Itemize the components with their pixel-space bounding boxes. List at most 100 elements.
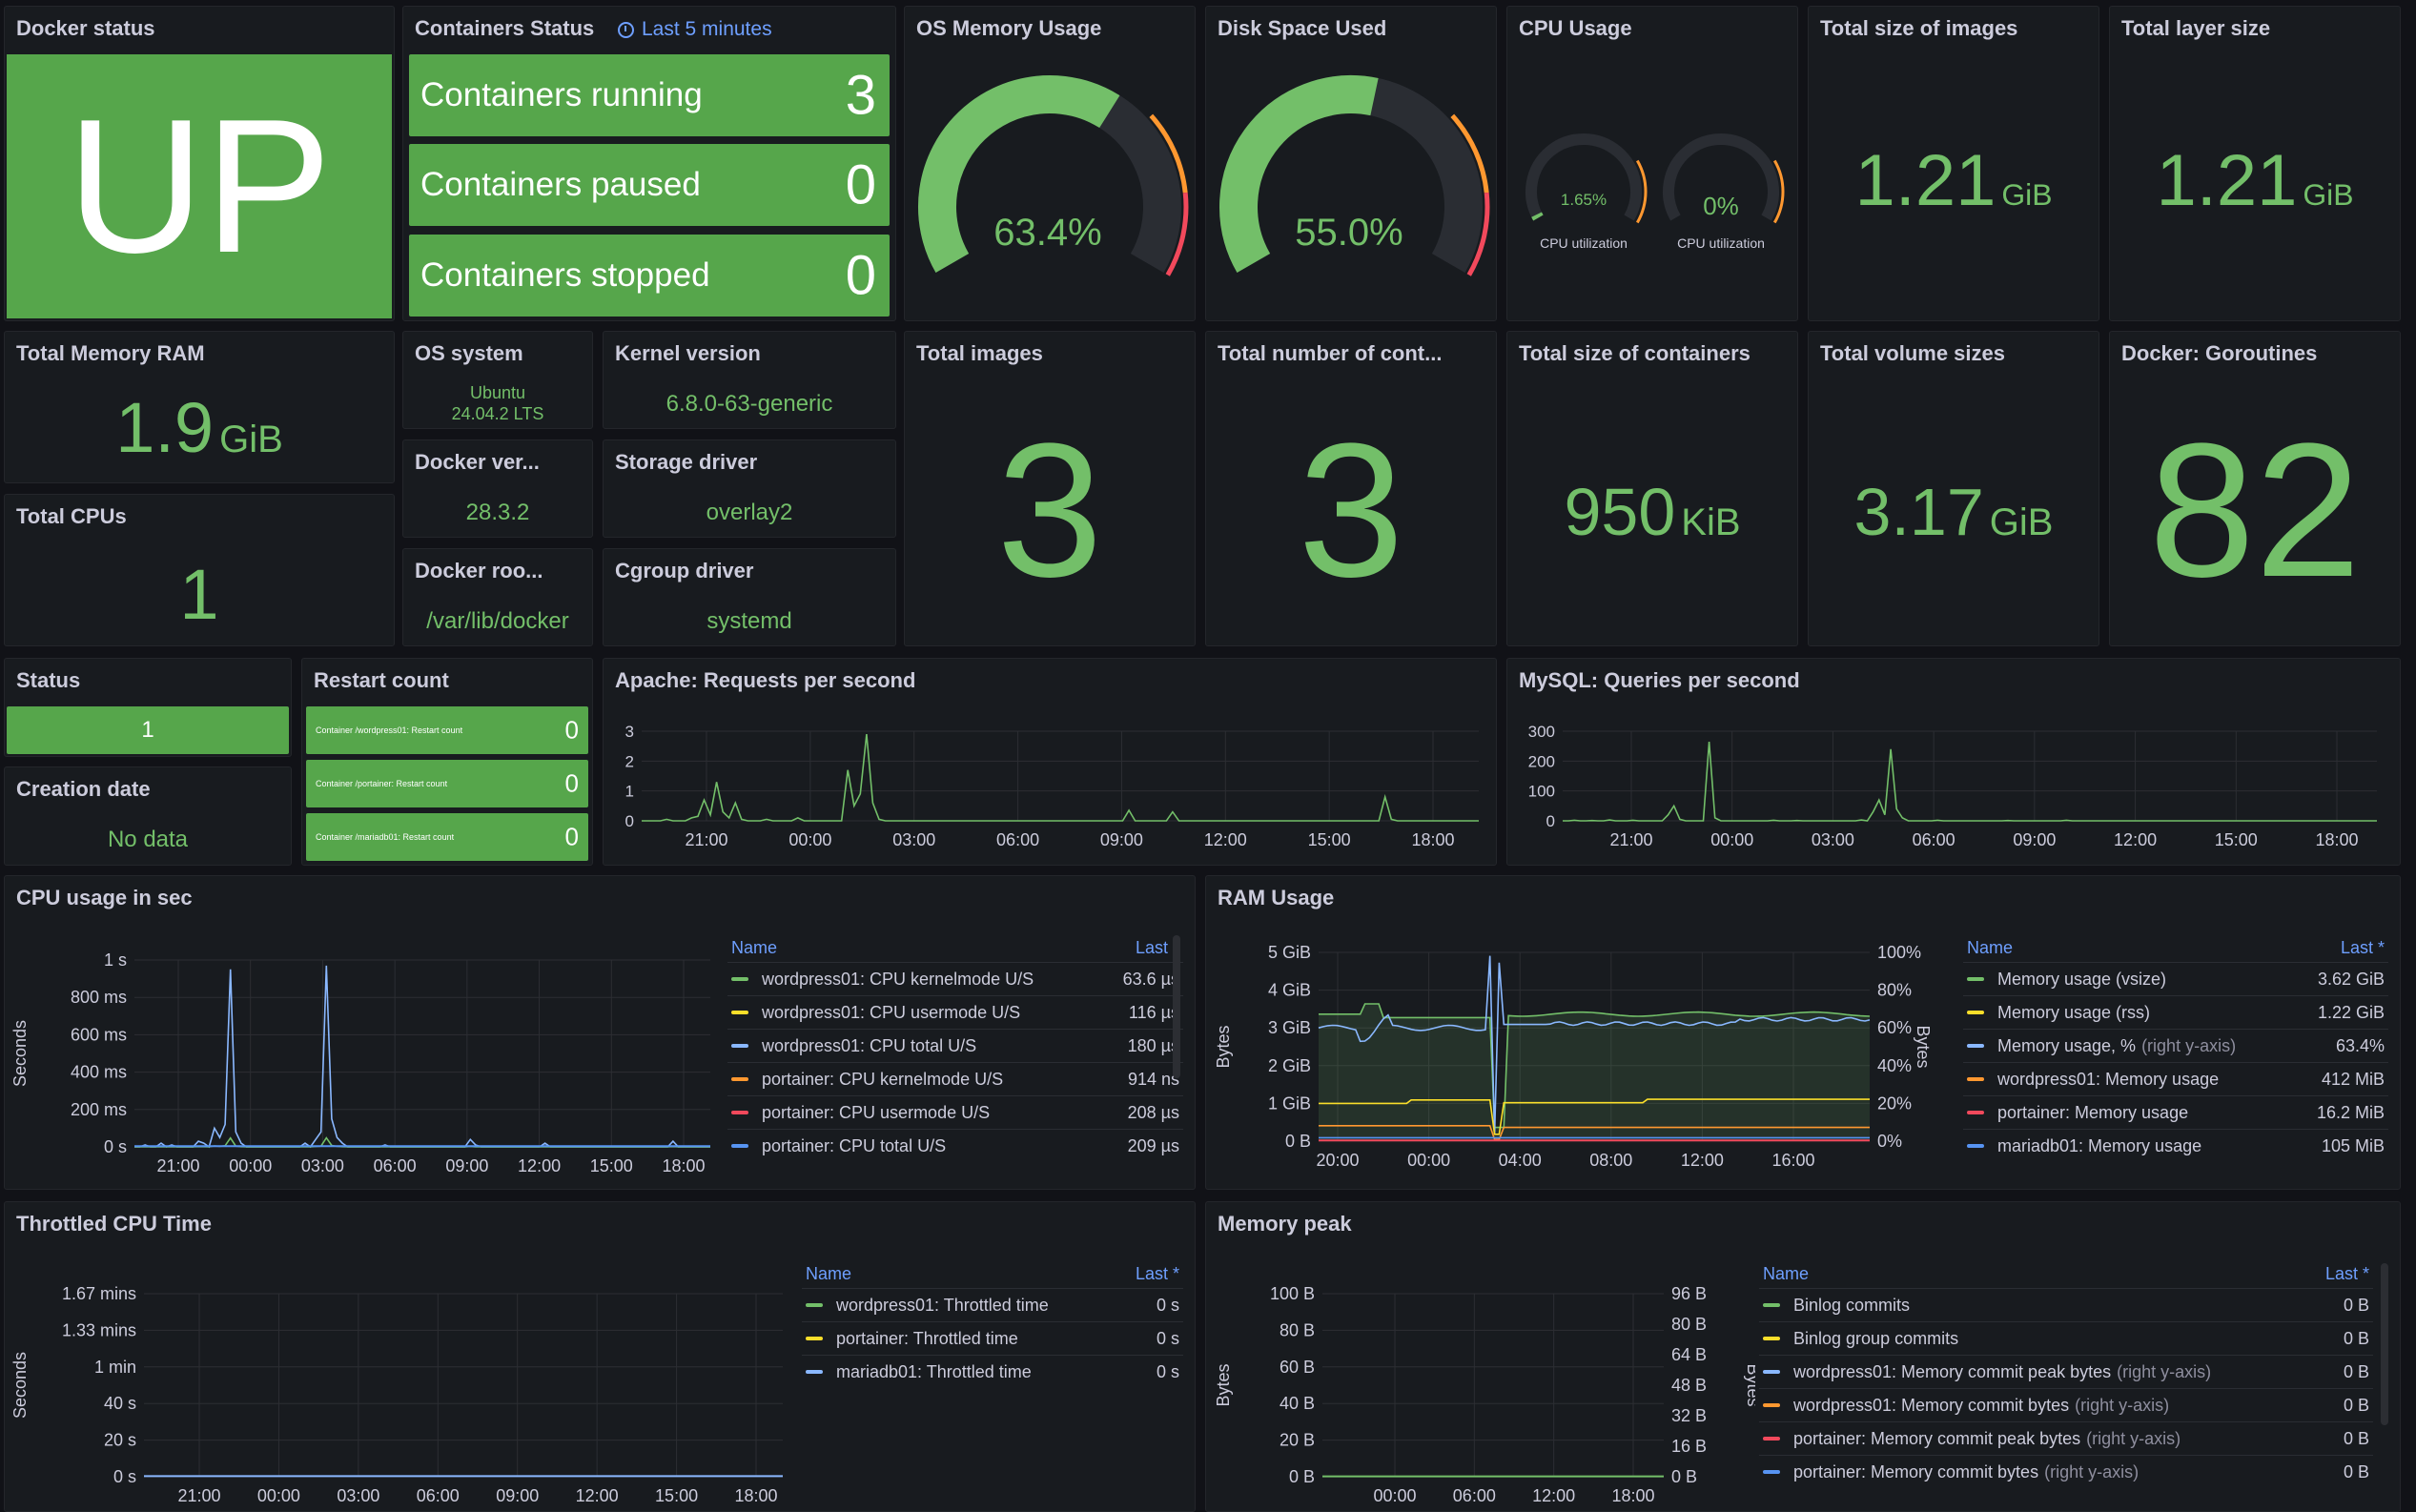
- panel-title[interactable]: Total CPUs: [16, 504, 127, 528]
- stat-value: 1: [179, 555, 219, 634]
- legend-header[interactable]: Name Last *: [1759, 1259, 2373, 1288]
- legend-last-header[interactable]: Last *: [1135, 1263, 1179, 1283]
- legend-last-value: 3.62 GiB: [2317, 969, 2385, 989]
- panel-title[interactable]: Status: [16, 668, 81, 692]
- gauge-threshold-red: [1165, 192, 1189, 276]
- legend-header[interactable]: Name Last *: [1963, 933, 2388, 962]
- panel-title[interactable]: Docker ver...: [415, 450, 540, 474]
- legend-row[interactable]: wordpress01: CPU total U/S 180 µs: [727, 1029, 1183, 1062]
- info-value: systemd: [706, 608, 792, 634]
- panel-title[interactable]: CPU usage in sec: [16, 886, 193, 909]
- legend-series-suffix: (right y-axis): [2141, 1035, 2237, 1055]
- panel-title[interactable]: MySQL: Queries per second: [1519, 668, 1800, 692]
- legend-last-value: 412 MiB: [2321, 1069, 2385, 1089]
- legend-name-header[interactable]: Name: [731, 937, 778, 957]
- panel-title[interactable]: Creation date: [16, 777, 151, 801]
- legend-series-name: Memory usage (vsize): [1997, 969, 2167, 989]
- panel-title[interactable]: Kernel version: [615, 341, 761, 365]
- legend-row[interactable]: portainer: CPU total U/S 209 µs: [727, 1129, 1183, 1162]
- restart-row-value: 0: [564, 768, 579, 798]
- legend-name-header[interactable]: Name: [806, 1263, 852, 1283]
- legend-row[interactable]: portainer: Memory commit bytes (right y-a…: [1759, 1455, 2373, 1488]
- panel-title[interactable]: Total volume sizes: [1820, 341, 2005, 365]
- mysql-chart[interactable]: 0 100 200 300 21:00 00:00 03:00 06:00 09:00 12:00…: [1507, 705, 2401, 866]
- y-right-tick-label: 64 B: [1671, 1345, 1707, 1364]
- legend-header[interactable]: Name Last *: [727, 933, 1183, 962]
- legend-series-name: portainer: CPU usermode U/S: [762, 1102, 991, 1122]
- panel-title[interactable]: Total Memory RAM: [16, 341, 205, 365]
- x-tick-label: 00:00: [1710, 830, 1753, 849]
- legend-row[interactable]: Binlog commits 0 B: [1759, 1288, 2373, 1321]
- legend-scrollbar[interactable]: [2381, 1263, 2388, 1425]
- panel-title[interactable]: Throttled CPU Time: [16, 1212, 212, 1236]
- memory-peak-chart[interactable]: 0 B 20 B 40 B 60 B 80 B 100 B 0 B 16 B 32 B 48 B 6…: [1206, 1240, 1755, 1512]
- legend-swatch: [1967, 1144, 1984, 1148]
- x-tick-label: 21:00: [156, 1156, 199, 1175]
- time-range-label[interactable]: Last 5 minutes: [618, 18, 772, 41]
- legend-series-name: portainer: Memory usage: [1997, 1102, 2189, 1122]
- panel-title[interactable]: Docker status: [16, 16, 155, 40]
- y-tick-label: 0 B: [1289, 1467, 1315, 1486]
- legend-row[interactable]: wordpress01: CPU kernelmode U/S 63.6 µs: [727, 962, 1183, 995]
- legend-row[interactable]: mariadb01: Memory usage 105 MiB: [1963, 1129, 2388, 1162]
- panel-title[interactable]: Total layer size: [2121, 16, 2271, 40]
- legend-last-header[interactable]: Last *: [2324, 1263, 2369, 1283]
- legend-row[interactable]: Memory usage (vsize) 3.62 GiB: [1963, 962, 2388, 995]
- panel-title[interactable]: Total size of containers: [1519, 341, 1751, 365]
- legend-last-value: 208 µs: [1127, 1102, 1179, 1122]
- legend-row[interactable]: wordpress01: CPU usermode U/S 116 µs: [727, 995, 1183, 1029]
- gauge-track: [1663, 133, 1779, 221]
- panel-title[interactable]: Memory peak: [1218, 1212, 1352, 1236]
- x-tick-label: 06:00: [417, 1486, 460, 1505]
- panel-title[interactable]: Total images: [916, 341, 1043, 365]
- legend-scrollbar[interactable]: [1173, 935, 1180, 1078]
- panel-title[interactable]: OS system: [415, 341, 523, 365]
- panel-title[interactable]: Containers Status: [415, 16, 595, 40]
- legend-last-value: 0 B: [2343, 1295, 2369, 1315]
- cgroup-driver-panel: Cgroup driver systemd: [603, 548, 896, 646]
- apache-chart[interactable]: 0 1 2 3 21:00 00:00 03:00 06:00 09:00 12:00 15:00 1…: [604, 705, 1497, 866]
- panel-title[interactable]: OS Memory Usage: [916, 16, 1102, 40]
- total-memory-panel: Total Memory RAM 1.9 GiB: [4, 331, 395, 483]
- legend-name-header[interactable]: Name: [1763, 1263, 1810, 1283]
- legend-row[interactable]: portainer: Memory usage 16.2 MiB: [1963, 1095, 2388, 1129]
- x-tick-label: 12:00: [1681, 1151, 1724, 1170]
- total-images-panel: Total images 3: [904, 331, 1196, 646]
- panel-title[interactable]: CPU Usage: [1519, 16, 1632, 40]
- stat-unit: GiB: [219, 419, 283, 460]
- legend-name-header[interactable]: Name: [1967, 937, 2014, 957]
- panel-title[interactable]: Cgroup driver: [615, 559, 754, 582]
- panel-title[interactable]: Total size of images: [1820, 16, 2018, 40]
- throttled-chart[interactable]: 0 s 20 s 40 s 1 min 1.33 mins 1.67 mins 21:00 0…: [5, 1240, 796, 1512]
- y-tick-label: 3 GiB: [1268, 1018, 1311, 1037]
- storage-driver-panel: Storage driver overlay2: [603, 439, 896, 538]
- legend-row[interactable]: wordpress01: Memory commit peak bytes (ri…: [1759, 1355, 2373, 1388]
- panel-title[interactable]: Apache: Requests per second: [615, 668, 916, 692]
- ram-chart[interactable]: 0 B 1 GiB 2 GiB 3 GiB 4 GiB 5 GiB 0% 20% 40% 60% 8…: [1206, 914, 1931, 1190]
- legend-header[interactable]: Name Last *: [802, 1259, 1183, 1288]
- gauge-threshold-orange: [1450, 113, 1489, 194]
- legend-row[interactable]: Memory usage, % (right y-axis) 63.4%: [1963, 1029, 2388, 1062]
- legend-row[interactable]: portainer: CPU usermode U/S 208 µs: [727, 1095, 1183, 1129]
- legend-row[interactable]: Binlog group commits 0 B: [1759, 1321, 2373, 1355]
- legend-row[interactable]: portainer: CPU kernelmode U/S 914 ns: [727, 1062, 1183, 1095]
- legend-last-header[interactable]: Last *: [1135, 937, 1179, 957]
- legend-row[interactable]: wordpress01: Memory usage 412 MiB: [1963, 1062, 2388, 1095]
- panel-title[interactable]: Storage driver: [615, 450, 758, 474]
- legend-row[interactable]: portainer: Memory commit peak bytes (righ…: [1759, 1421, 2373, 1455]
- panel-title[interactable]: Disk Space Used: [1218, 16, 1387, 40]
- legend-row[interactable]: Memory usage (rss) 1.22 GiB: [1963, 995, 2388, 1029]
- panel-title[interactable]: Restart count: [314, 668, 449, 692]
- panel-title[interactable]: Docker roo...: [415, 559, 543, 582]
- legend-row[interactable]: mariadb01: Throttled time 0 s: [802, 1355, 1183, 1388]
- legend-row[interactable]: wordpress01: Memory commit bytes (right y…: [1759, 1388, 2373, 1421]
- legend-row[interactable]: wordpress01: Throttled time 0 s: [802, 1288, 1183, 1321]
- y-axis-label: Seconds: [10, 1020, 30, 1087]
- panel-title[interactable]: Docker: Goroutines: [2121, 341, 2318, 365]
- panel-title[interactable]: RAM Usage: [1218, 886, 1335, 909]
- legend-row[interactable]: portainer: Throttled time 0 s: [802, 1321, 1183, 1355]
- panel-title[interactable]: Total number of cont...: [1218, 341, 1443, 365]
- legend-swatch: [731, 1011, 748, 1014]
- cpu-sec-chart[interactable]: 0 s 200 ms 400 ms 600 ms 800 ms 1 s 21:00 00:00…: [5, 914, 722, 1190]
- legend-last-header[interactable]: Last *: [2340, 937, 2385, 957]
